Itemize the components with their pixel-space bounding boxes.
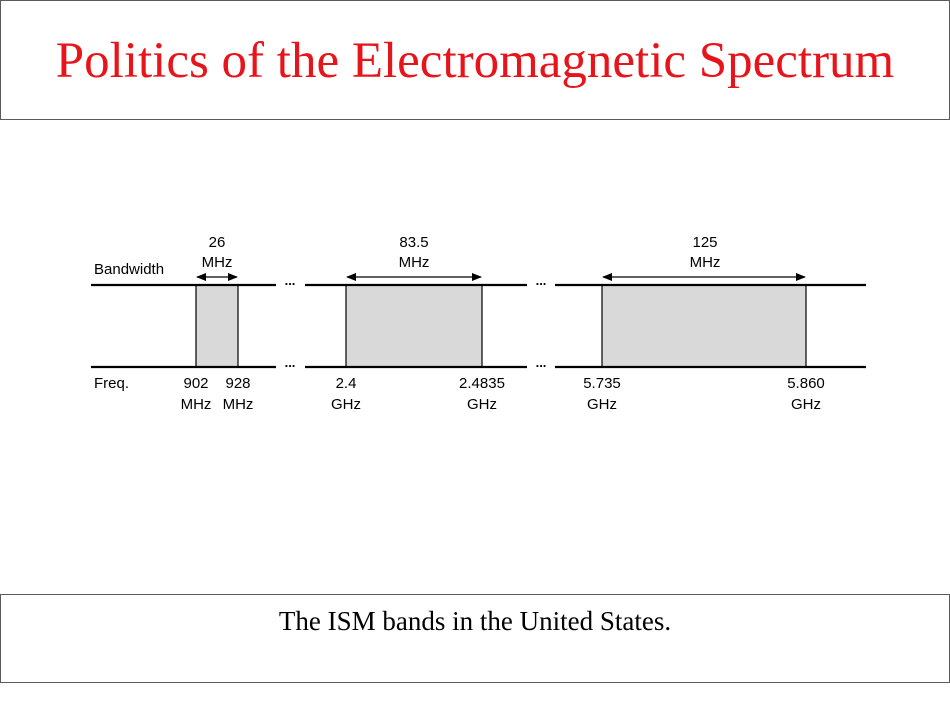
band-2-high-unit: GHz xyxy=(467,396,497,413)
title-panel: Politics of the Electromagnetic Spectrum xyxy=(0,0,950,120)
band-3-width-value: 125 xyxy=(692,234,717,251)
gap-marker-top-2: ... xyxy=(536,273,547,288)
gap-marker-top-1: ... xyxy=(285,273,296,288)
band-1-low-unit: MHz xyxy=(181,396,212,413)
band-3-high-freq: 5.860 xyxy=(787,375,825,392)
bandwidth-row-label: Bandwidth xyxy=(94,261,164,278)
band-2-low-freq: 2.4 xyxy=(336,375,357,392)
frequency-row-label: Freq. xyxy=(94,375,129,392)
band-1-width-value: 26 xyxy=(209,234,226,251)
band-3-fill xyxy=(601,284,807,368)
band-1-low-freq: 902 xyxy=(183,375,208,392)
band-3-low-unit: GHz xyxy=(587,396,617,413)
caption-panel: The ISM bands in the United States. xyxy=(0,594,950,683)
band-2-width-unit: MHz xyxy=(399,254,430,271)
band-1-width-unit: MHz xyxy=(202,254,233,271)
band-2-high-freq: 2.4835 xyxy=(459,375,505,392)
band-2-fill xyxy=(345,284,483,368)
page-title: Politics of the Electromagnetic Spectrum xyxy=(55,33,895,89)
figure-caption: The ISM bands in the United States. xyxy=(278,606,672,636)
band-1-fill xyxy=(195,284,239,368)
band-1-high-freq: 928 xyxy=(225,375,250,392)
band-3-low-freq: 5.735 xyxy=(583,375,621,392)
gap-marker-bottom-1: ... xyxy=(285,355,296,370)
band-2-width-value: 83.5 xyxy=(399,234,428,251)
band-1-high-unit: MHz xyxy=(223,396,254,413)
band-3-high-unit: GHz xyxy=(791,396,821,413)
band-2-low-unit: GHz xyxy=(331,396,361,413)
gap-marker-bottom-2: ... xyxy=(536,355,547,370)
band-3-width-unit: MHz xyxy=(690,254,721,271)
